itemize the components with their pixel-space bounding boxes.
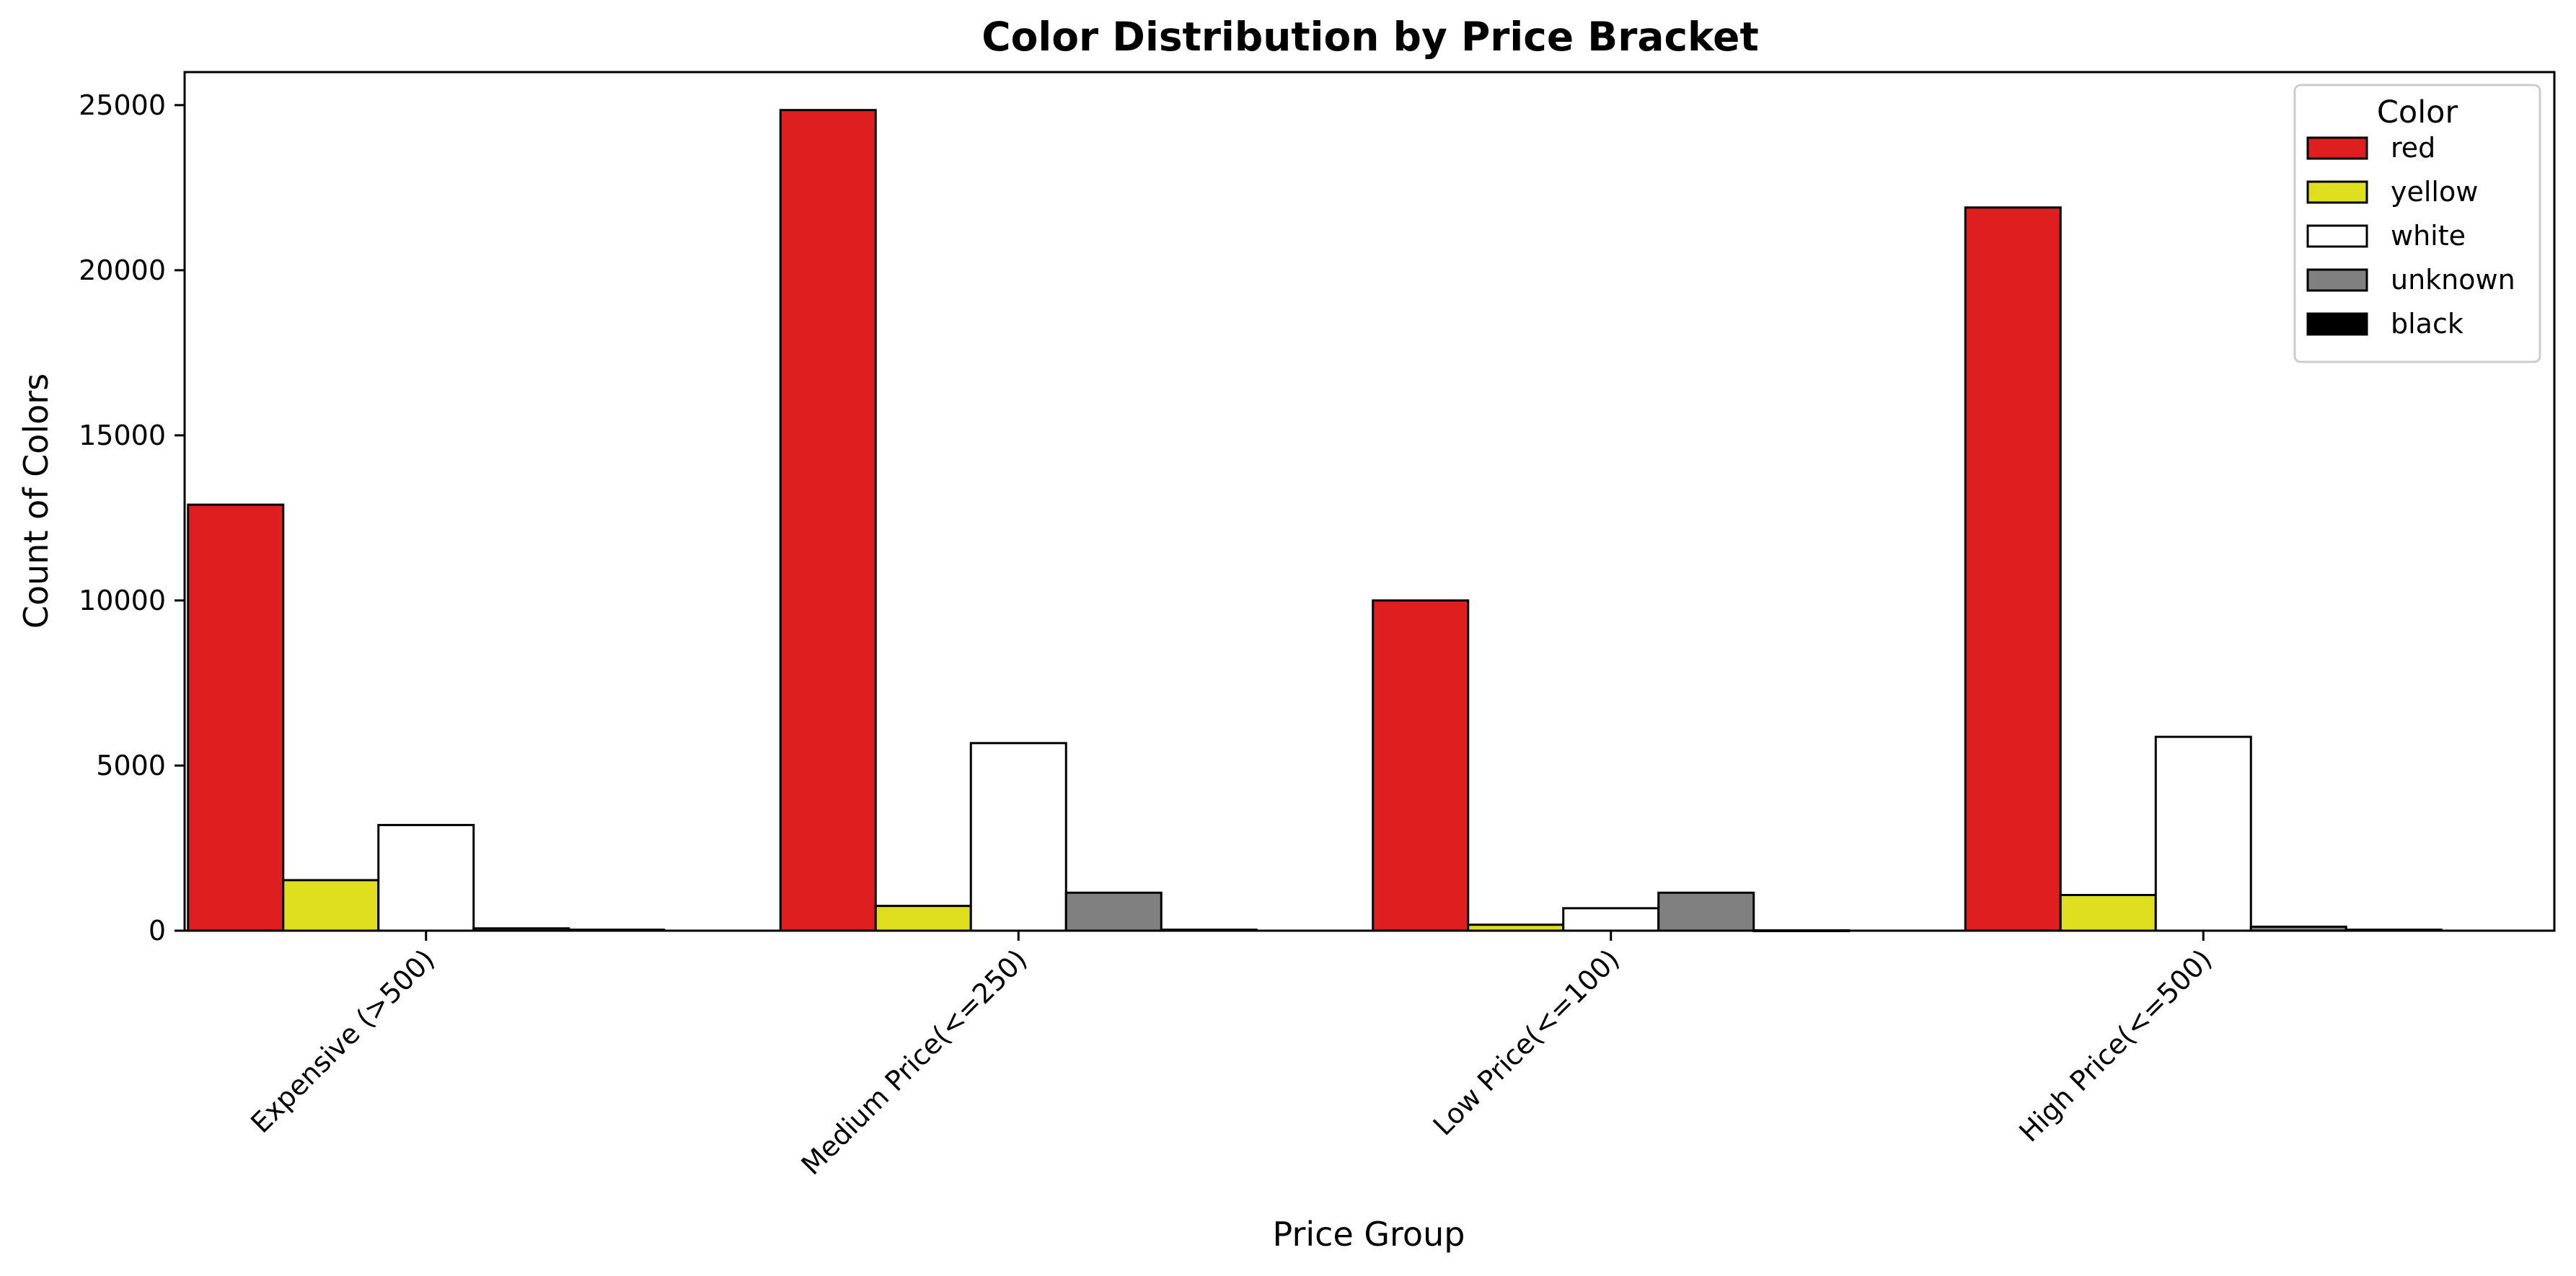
bar-white-1 <box>969 742 1067 932</box>
bar-white-3 <box>2154 735 2252 932</box>
y-axis-label: Count of Colors <box>17 373 56 629</box>
legend-swatch-black <box>2306 312 2368 336</box>
bar-yellow-1 <box>874 905 972 932</box>
bar-yellow-3 <box>2059 894 2157 932</box>
legend-items: red yellow white unknown black <box>2306 132 2515 340</box>
legend-label-yellow: yellow <box>2391 176 2478 208</box>
bar-unknown-1 <box>1064 891 1163 932</box>
legend-swatch-yellow <box>2306 180 2368 204</box>
legend-label-unknown: unknown <box>2391 264 2515 296</box>
bars-group <box>187 109 2443 933</box>
y-tick-label: 15000 <box>79 420 166 451</box>
y-tick-label: 0 <box>149 915 166 947</box>
y-tick-label: 20000 <box>79 254 166 286</box>
bar-red-1 <box>779 109 877 932</box>
bar-red-2 <box>1372 599 1470 932</box>
legend-swatch-white <box>2306 224 2368 248</box>
legend-swatch-unknown <box>2306 268 2368 292</box>
chart-title: Color Distribution by Price Bracket <box>982 14 1759 60</box>
y-axis: 0 5000 10000 15000 20000 25000 <box>79 89 185 947</box>
x-axis-label: Price Group <box>1273 1215 1465 1254</box>
bar-white-2 <box>1562 907 1660 932</box>
bar-yellow-0 <box>282 879 380 932</box>
bar-red-3 <box>1964 206 2062 932</box>
legend-label-white: white <box>2391 220 2466 252</box>
legend-label-red: red <box>2391 132 2435 164</box>
y-tick-label: 25000 <box>79 89 166 121</box>
legend-swatch-red <box>2306 136 2368 160</box>
bar-red-0 <box>187 503 285 932</box>
plot-frame <box>183 71 2556 932</box>
legend-title: Color <box>2377 94 2458 130</box>
y-tick-label: 5000 <box>96 750 166 781</box>
y-tick-label: 10000 <box>79 585 166 616</box>
bar-unknown-2 <box>1657 891 1755 932</box>
legend-label-black: black <box>2391 308 2463 340</box>
legend: Color red yellow white unknown black <box>2293 84 2541 363</box>
bar-white-0 <box>377 823 475 932</box>
